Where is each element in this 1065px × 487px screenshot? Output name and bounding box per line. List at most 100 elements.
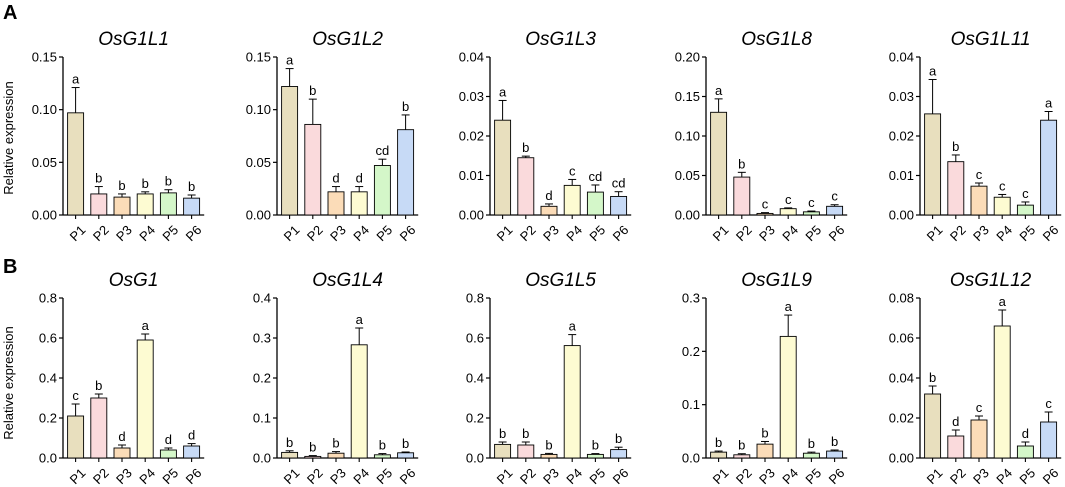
x-tick-label: P1 <box>67 465 89 487</box>
significance-letter: b <box>142 176 149 191</box>
significance-letter: b <box>929 370 936 385</box>
bar-P5 <box>159 192 177 216</box>
significance-letter: b <box>286 435 293 450</box>
significance-letter: d <box>545 188 552 203</box>
y-tick-label: 0.0 <box>682 451 700 466</box>
significance-letter: c <box>785 192 792 207</box>
bar-P2 <box>947 161 965 216</box>
x-tick-label: P5 <box>802 222 824 244</box>
x-tick-label: P5 <box>373 465 395 487</box>
bar-P3 <box>970 419 988 459</box>
bar-P3 <box>756 212 774 216</box>
x-tick-label: P4 <box>779 465 801 487</box>
x-tick-label: P4 <box>993 465 1015 487</box>
x-tick-label: P6 <box>826 465 848 487</box>
x-tick-label: P6 <box>826 222 848 244</box>
y-tick-label: 0.10 <box>675 129 700 144</box>
chart-title: OsG1 <box>109 270 159 291</box>
significance-letter: b <box>808 436 815 451</box>
x-tick-label: P2 <box>90 465 112 487</box>
bar-P1 <box>924 113 942 216</box>
bar-P2 <box>733 176 751 216</box>
significance-letter: b <box>831 434 838 449</box>
significance-letter: a <box>569 319 577 334</box>
bar-P3 <box>113 447 131 459</box>
significance-letter: a <box>929 64 937 79</box>
significance-letter: cd <box>589 169 603 184</box>
bar-P1 <box>67 415 85 459</box>
bar-P5 <box>1016 445 1034 459</box>
bar-P3 <box>113 196 131 216</box>
bar-P6 <box>826 450 844 459</box>
significance-letter: b <box>545 437 552 452</box>
x-tick-label: P1 <box>710 465 732 487</box>
bar-P2 <box>947 435 965 459</box>
y-tick-label: 0.08 <box>889 291 914 306</box>
bar-P3 <box>970 185 988 216</box>
y-tick-label: 0.2 <box>682 344 700 359</box>
significance-letter: c <box>976 167 983 182</box>
charts-container: OsG1L1 0.00 0.05 0.10 0.15 a P1 b P2 b P3 b P4 b P5 b P6… <box>32 29 1062 487</box>
bar-P6 <box>397 452 415 459</box>
significance-letter: b <box>95 378 102 393</box>
bar-P1 <box>281 86 299 216</box>
y-tick-label: 0.1 <box>253 411 271 426</box>
bar-P1 <box>710 451 728 459</box>
x-tick-label: P6 <box>610 222 632 244</box>
chart-title: OsG1L12 <box>950 270 1032 291</box>
chart-OsG1L4: OsG1L4 0.0 0.1 0.2 0.3 0.4 b P1 b P2 b P3 a P4 b P5 b P6 <box>253 270 419 487</box>
y-tick-label: 0.4 <box>466 371 484 386</box>
x-tick-label: P3 <box>540 465 562 487</box>
significance-letter: b <box>95 171 102 186</box>
x-tick-label: P3 <box>756 222 778 244</box>
significance-letter: b <box>309 440 316 455</box>
x-tick-label: P4 <box>993 222 1015 244</box>
x-tick-label: P2 <box>90 222 112 244</box>
x-tick-label: P3 <box>970 465 992 487</box>
x-tick-label: P1 <box>494 222 516 244</box>
x-tick-label: P6 <box>183 465 205 487</box>
significance-letter: a <box>286 53 294 68</box>
y-tick-label: 0.02 <box>889 129 914 144</box>
x-tick-label: P6 <box>397 222 419 244</box>
bar-P6 <box>397 129 415 216</box>
significance-letter: b <box>592 438 599 453</box>
y-tick-label: 0.3 <box>253 331 271 346</box>
significance-letter: a <box>499 84 507 99</box>
bar-P4 <box>779 208 797 216</box>
significance-letter: b <box>188 179 195 194</box>
y-tick-label: 0.01 <box>459 168 484 183</box>
y-tick-label: 0.15 <box>675 89 700 104</box>
chart-OsG1: OsG1 0.0 0.2 0.4 0.6 0.8 c P1 b P2 d P3 a P4 d P5 d P6 <box>39 270 205 487</box>
bar-P4 <box>350 344 368 459</box>
significance-letter: b <box>332 436 339 451</box>
significance-letter: c <box>762 197 769 212</box>
significance-letter: b <box>379 438 386 453</box>
y-tick-label: 0.15 <box>246 50 271 65</box>
significance-letter: b <box>165 174 172 189</box>
x-tick-label: P6 <box>1040 222 1062 244</box>
y-tick-label: 0.00 <box>459 208 484 223</box>
y-tick-label: 0.10 <box>32 102 57 117</box>
bar-P5 <box>373 454 391 459</box>
panel-letter-b: B <box>3 256 17 278</box>
y-tick-label: 0.02 <box>459 129 484 144</box>
y-tick-label: 0.10 <box>246 102 271 117</box>
chart-title: OsG1L3 <box>525 29 596 50</box>
bar-P1 <box>494 119 512 216</box>
x-tick-label: P4 <box>779 222 801 244</box>
significance-letter: d <box>356 171 363 186</box>
significance-letter: b <box>738 156 745 171</box>
bar-P4 <box>563 184 581 216</box>
y-axis-label-a: Relative expression <box>1 81 16 194</box>
significance-letter: a <box>715 83 723 98</box>
chart-OsG1L5: OsG1L5 0.0 0.2 0.4 0.6 0.8 b P1 b P2 b P3 a P4 b P5 b P6 <box>466 270 632 487</box>
bar-P3 <box>540 205 558 216</box>
significance-letter: a <box>72 72 80 87</box>
x-tick-label: P2 <box>733 222 755 244</box>
significance-letter: b <box>952 139 959 154</box>
chart-title: OsG1L1 <box>98 29 169 50</box>
significance-letter: b <box>402 436 409 451</box>
y-tick-label: 0.02 <box>889 411 914 426</box>
